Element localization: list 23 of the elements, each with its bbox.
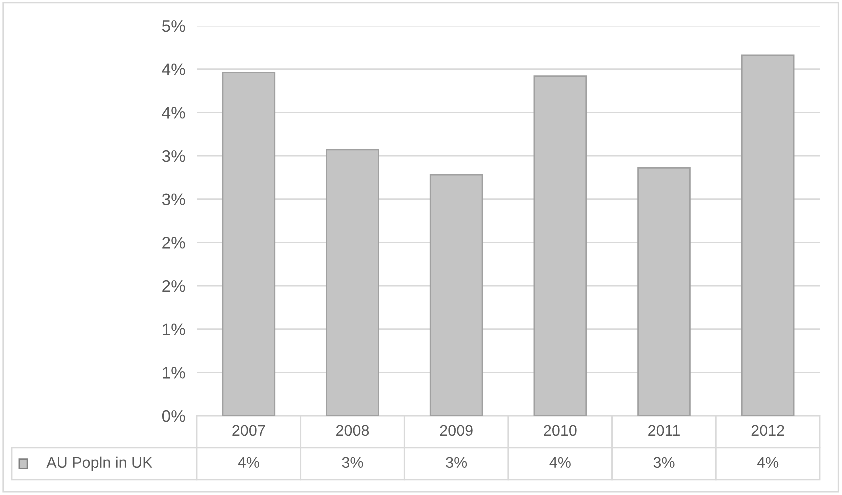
y-tick-label: 4%	[162, 107, 186, 119]
legend-label: AU Popln in UK	[46, 456, 153, 472]
data-label: 4%	[550, 457, 571, 468]
y-tick-label: 5%	[162, 20, 186, 32]
y-tick-label: 0%	[162, 410, 186, 422]
x-tick-label: 2011	[648, 425, 680, 436]
x-tick-label: 2010	[544, 425, 577, 436]
y-tick-label: 3%	[162, 150, 186, 162]
y-tick-label: 2%	[162, 280, 186, 292]
x-tick-label: 2012	[752, 425, 784, 436]
y-tick-label: 3%	[162, 194, 186, 206]
data-label: 3%	[342, 457, 364, 468]
y-tick-label: 2%	[162, 237, 186, 249]
data-label: 4%	[757, 457, 779, 468]
x-tick-label: 2009	[440, 425, 473, 436]
y-tick-label: 4%	[162, 64, 186, 76]
data-label: 4%	[238, 457, 260, 468]
data-label: 3%	[446, 457, 468, 468]
y-tick-label: 1%	[163, 324, 186, 336]
x-tick-label: 2008	[336, 425, 370, 436]
data-label: 3%	[654, 457, 675, 468]
y-tick-label: 1%	[163, 367, 186, 379]
x-tick-label: 2007	[232, 425, 266, 436]
